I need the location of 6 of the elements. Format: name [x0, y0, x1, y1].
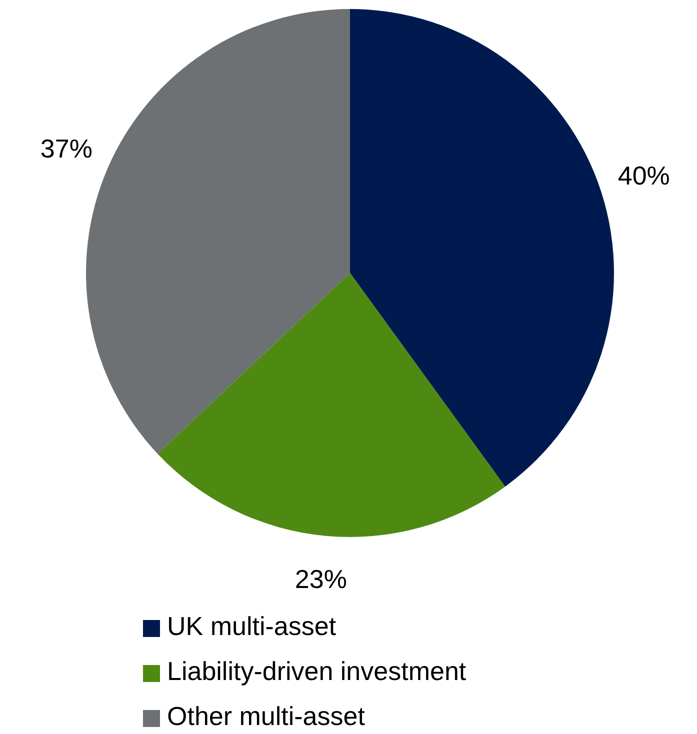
- data-label: 37%: [40, 133, 92, 164]
- legend-label: Liability-driven investment: [167, 656, 467, 686]
- legend-label: Other multi-asset: [167, 701, 366, 732]
- data-label: 23%: [294, 564, 347, 594]
- legend-label: UK multi-asset: [167, 611, 337, 642]
- data-label: 40%: [618, 160, 670, 191]
